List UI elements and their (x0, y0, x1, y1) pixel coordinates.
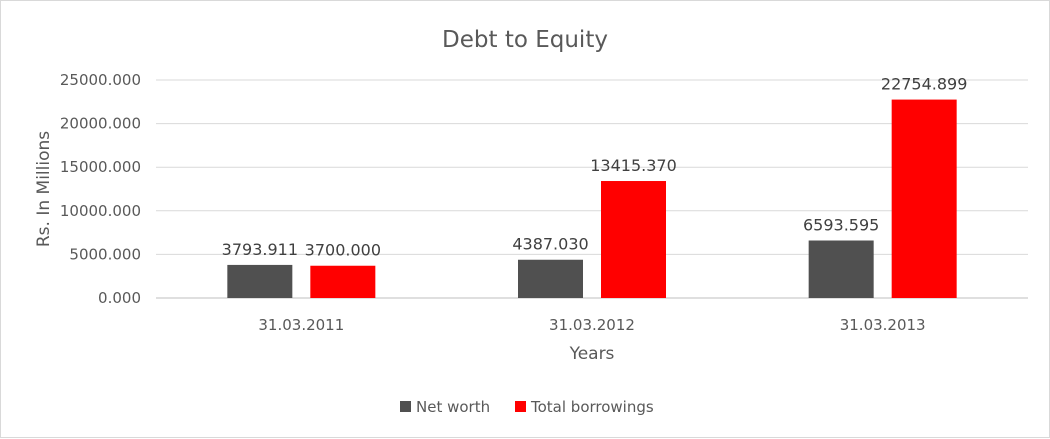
bar-total-borrowings (310, 265, 376, 298)
legend-label: Net worth (416, 398, 490, 416)
data-label: 6593.595 (803, 216, 879, 235)
data-label: 13415.370 (590, 156, 677, 175)
chart-title: Debt to Equity (442, 27, 608, 53)
bar-total-borrowings (601, 181, 666, 298)
x-axis-title: Years (569, 344, 615, 364)
bar-net-worth (808, 240, 874, 298)
y-tick-label: 15000.000 (60, 158, 141, 176)
x-tick-label: 31.03.2011 (258, 316, 344, 334)
data-label: 22754.899 (881, 75, 968, 94)
x-tick-label: 31.03.2012 (549, 316, 635, 334)
bar-net-worth (518, 259, 583, 298)
data-label: 3793.911 (222, 240, 298, 259)
data-label: 3700.000 (305, 241, 381, 260)
y-tick-label: 5000.000 (69, 245, 141, 263)
y-tick-label: 0.000 (98, 289, 141, 307)
legend: Net worth Total borrowings (400, 398, 654, 416)
data-label: 4387.030 (512, 235, 588, 254)
legend-swatch (400, 401, 411, 412)
bar-net-worth (227, 264, 293, 298)
x-tick-label: 31.03.2013 (840, 316, 926, 334)
data-labels: 3793.911 3700.000 4387.030 13415.370 6593.59… (222, 75, 968, 260)
legend-swatch (515, 401, 526, 412)
y-axis-title: Rs. In Millions (34, 131, 54, 247)
gridlines (156, 79, 1028, 299)
bars (227, 99, 957, 299)
legend-label: Total borrowings (530, 398, 654, 416)
x-axis-ticks: 31.03.2011 31.03.2012 31.03.2013 (258, 316, 925, 334)
y-tick-label: 25000.000 (60, 71, 141, 89)
bar-total-borrowings (891, 99, 957, 299)
y-tick-label: 20000.000 (60, 115, 141, 133)
y-axis-ticks: 0.000 5000.000 10000.000 15000.000 20000.000… (60, 71, 141, 307)
y-tick-label: 10000.000 (60, 202, 141, 220)
